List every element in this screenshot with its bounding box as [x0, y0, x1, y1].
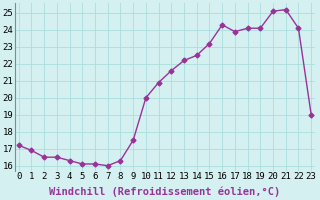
X-axis label: Windchill (Refroidissement éolien,°C): Windchill (Refroidissement éolien,°C) [49, 187, 281, 197]
